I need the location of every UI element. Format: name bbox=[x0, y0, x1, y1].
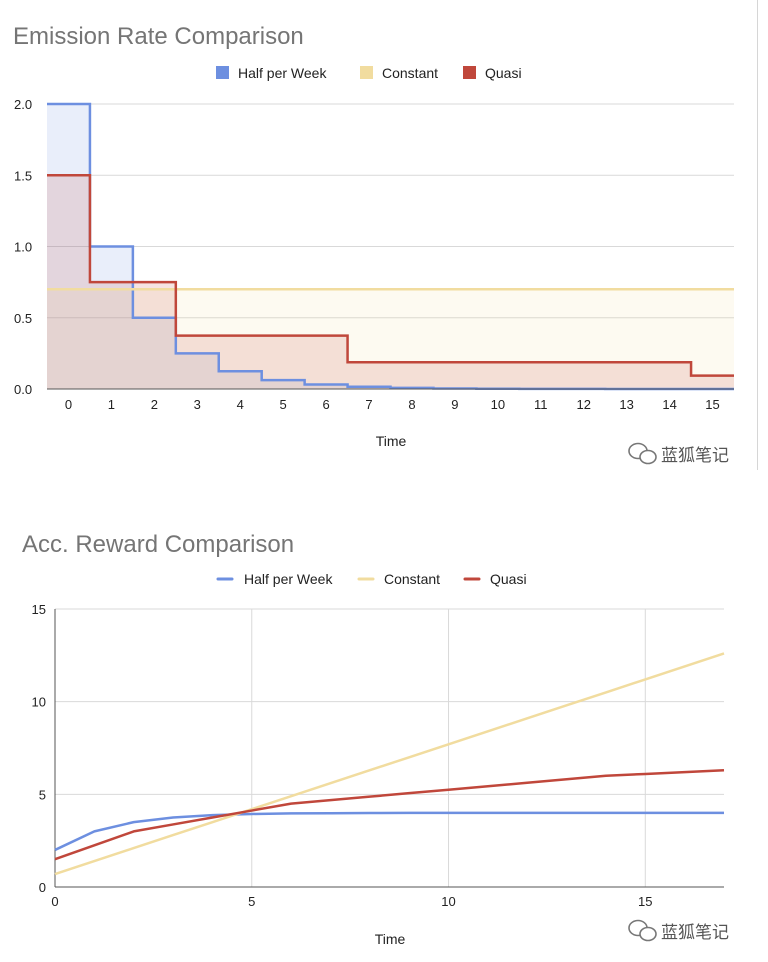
y-tick-label: 5 bbox=[39, 787, 46, 802]
series-lines bbox=[54, 652, 725, 876]
watermark: 蓝狐笔记 bbox=[628, 442, 729, 466]
y-tick-label: 15 bbox=[32, 602, 46, 617]
legend-item-half-per-week: Half per Week bbox=[216, 571, 333, 587]
legend-label: Half per Week bbox=[244, 571, 333, 587]
y-axis-ticks: 0 5 10 15 bbox=[32, 602, 46, 895]
x-tick-label: 0 bbox=[65, 397, 72, 412]
x-tick-label: 14 bbox=[662, 397, 676, 412]
legend-label: Half per Week bbox=[238, 65, 327, 81]
line-quasi bbox=[47, 174, 734, 377]
divider-line bbox=[757, 0, 758, 470]
legend: Half per Week Constant Quasi bbox=[216, 571, 527, 587]
x-tick-label: 0 bbox=[51, 894, 58, 909]
x-tick-label: 15 bbox=[638, 894, 652, 909]
chart-title: Acc. Reward Comparison bbox=[22, 531, 294, 558]
legend-swatch bbox=[216, 66, 229, 79]
emission-rate-chart: Emission Rate Comparison 0 1 2 3 4 5 6 7 8 9 10 11 1… bbox=[13, 23, 734, 466]
legend-item-quasi: Quasi bbox=[463, 65, 522, 81]
chart-title: Emission Rate Comparison bbox=[13, 23, 304, 50]
watermark-text: 蓝狐笔记 bbox=[661, 446, 729, 466]
x-tick-label: 4 bbox=[237, 397, 244, 412]
wechat-icon bbox=[628, 919, 657, 942]
y-tick-label: 1.5 bbox=[14, 168, 32, 183]
wechat-icon bbox=[628, 442, 657, 465]
watermark-text: 蓝狐笔记 bbox=[661, 923, 729, 943]
y-tick-label: 0 bbox=[39, 880, 46, 895]
grid bbox=[54, 608, 724, 888]
y-tick-label: 2.0 bbox=[14, 97, 32, 112]
legend-label: Quasi bbox=[490, 571, 527, 587]
line-constant bbox=[54, 652, 725, 876]
x-axis-ticks: 0 1 2 3 4 5 6 7 8 9 10 11 12 13 14 15 bbox=[65, 397, 720, 412]
x-axis-title: Time bbox=[375, 931, 406, 947]
x-tick-label: 10 bbox=[441, 894, 455, 909]
line-quasi bbox=[54, 768, 725, 861]
x-tick-label: 13 bbox=[619, 397, 633, 412]
legend-label: Constant bbox=[382, 65, 438, 81]
x-tick-label: 1 bbox=[108, 397, 115, 412]
area-half-per-week bbox=[47, 104, 734, 389]
legend-item-constant: Constant bbox=[357, 571, 440, 587]
y-tick-label: 1.0 bbox=[14, 240, 32, 255]
y-tick-label: 0.0 bbox=[14, 382, 32, 397]
x-tick-label: 6 bbox=[322, 397, 329, 412]
y-tick-label: 0.5 bbox=[14, 311, 32, 326]
x-tick-label: 10 bbox=[491, 397, 505, 412]
x-tick-label: 5 bbox=[280, 397, 287, 412]
x-tick-label: 9 bbox=[451, 397, 458, 412]
x-axis-ticks: 0 5 10 15 bbox=[51, 894, 652, 909]
legend-swatch bbox=[360, 66, 373, 79]
x-axis-title: Time bbox=[376, 433, 407, 449]
watermark: 蓝狐笔记 bbox=[628, 919, 729, 943]
x-tick-label: 2 bbox=[151, 397, 158, 412]
x-tick-label: 12 bbox=[576, 397, 590, 412]
x-tick-label: 3 bbox=[194, 397, 201, 412]
legend-label: Quasi bbox=[485, 65, 522, 81]
legend: Half per Week Constant Quasi bbox=[216, 65, 522, 81]
legend-item-quasi: Quasi bbox=[463, 571, 527, 587]
y-tick-label: 10 bbox=[32, 695, 46, 710]
legend-item-half-per-week: Half per Week bbox=[216, 65, 327, 81]
x-tick-label: 7 bbox=[365, 397, 372, 412]
series-lines bbox=[47, 102, 734, 391]
y-axis-ticks: 0.0 0.5 1.0 1.5 2.0 bbox=[14, 97, 32, 397]
x-tick-label: 11 bbox=[534, 397, 548, 412]
x-tick-label: 8 bbox=[408, 397, 415, 412]
legend-item-constant: Constant bbox=[360, 65, 438, 81]
legend-label: Constant bbox=[384, 571, 440, 587]
x-tick-label: 5 bbox=[248, 894, 255, 909]
line-half-per-week bbox=[54, 811, 724, 852]
legend-swatch bbox=[463, 66, 476, 79]
x-tick-label: 15 bbox=[705, 397, 719, 412]
